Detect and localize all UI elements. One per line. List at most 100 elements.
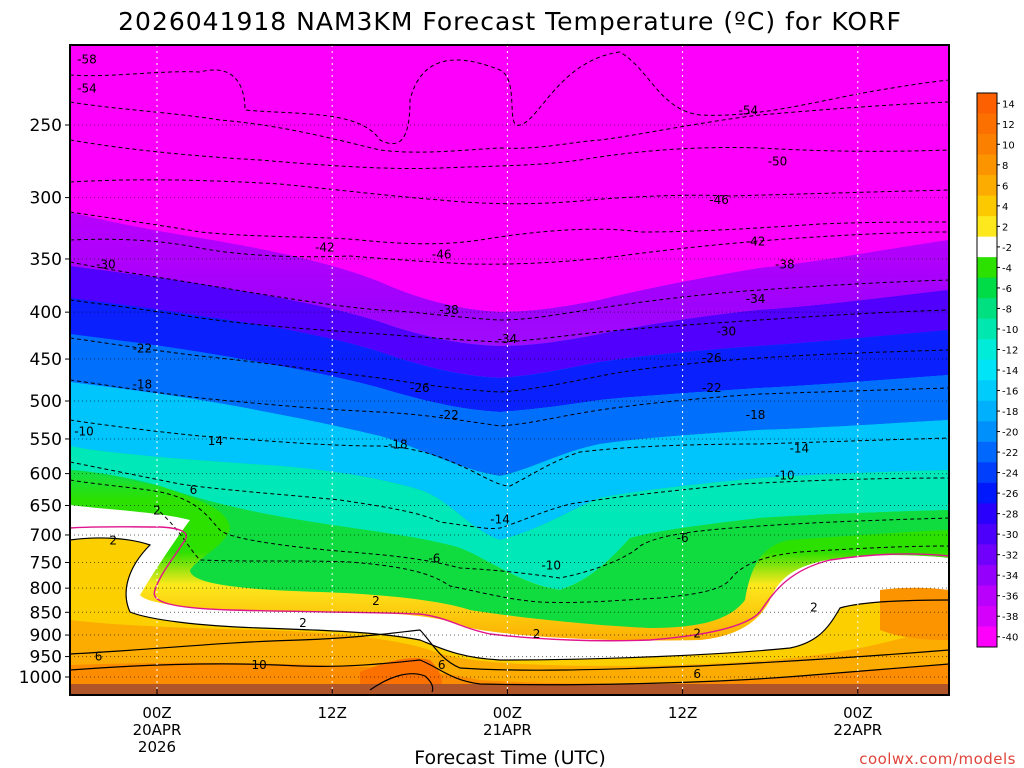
isotherm-line <box>70 337 949 393</box>
isotherm-label: -42 <box>746 235 766 249</box>
isotherm-label: -18 <box>133 378 153 392</box>
y-tick-label: 600 <box>30 465 62 485</box>
isotherm-label: 14 <box>208 434 223 448</box>
y-tick-label: 300 <box>30 189 62 209</box>
x-tick-label: 00Z <box>493 704 522 722</box>
isotherm-label: -14 <box>790 441 810 455</box>
isotherm-label: 6 <box>95 650 103 664</box>
isotherm-line <box>70 419 949 487</box>
colorbar-label: -14 <box>1002 366 1018 377</box>
colorbar-label: -30 <box>1002 530 1018 541</box>
isotherm-label: -46 <box>432 247 452 261</box>
plot-area <box>70 45 949 695</box>
colorbar-swatch <box>977 462 997 484</box>
isotherm-label: -38 <box>439 303 459 317</box>
vertical-grid <box>156 45 859 695</box>
isotherm-label: 2 <box>109 534 117 548</box>
isotherm-label: -42 <box>315 240 335 254</box>
isotherm-label: -50 <box>768 155 788 169</box>
colorbar-label: 2 <box>1002 222 1008 233</box>
isotherm-label: -26 <box>410 381 430 395</box>
x-tick-label: 21APR <box>483 721 532 739</box>
band-mid-blue <box>70 334 949 476</box>
isotherm-label: 6 <box>693 667 701 681</box>
colorbar-swatch <box>977 585 997 607</box>
colorbar-swatch <box>977 605 997 627</box>
band-deep-orange <box>360 658 442 690</box>
colorbar-swatch <box>977 544 997 566</box>
colorbar-label: -34 <box>1002 571 1018 582</box>
isotherm-line <box>70 379 949 427</box>
colorbar-label: 14 <box>1002 99 1015 110</box>
isotherm-label: 2 <box>153 503 161 517</box>
isotherm-label: -34 <box>498 332 518 346</box>
isotherm-label: -26 <box>702 351 722 365</box>
colorbar-swatch <box>977 257 997 279</box>
band-violet <box>70 266 949 378</box>
x-tick-label: 2026 <box>138 738 176 756</box>
band-sky <box>70 382 949 540</box>
isotherm-label: -14 <box>490 512 510 526</box>
colorbar-swatch <box>977 195 997 217</box>
isotherm-line <box>369 673 434 693</box>
y-tick-label: 950 <box>30 648 62 668</box>
chart-title: 2026041918 NAM3KM Forecast Temperature (… <box>118 7 902 36</box>
isotherm-label: 2 <box>372 594 380 608</box>
colorbar-swatch <box>977 93 997 115</box>
horizontal-grid <box>70 124 949 678</box>
isotherm-line <box>70 659 949 686</box>
colorbar-swatch <box>977 134 997 156</box>
freezing-isotherm <box>70 526 949 642</box>
y-tick-label: 800 <box>30 579 62 599</box>
y-tick-label: 500 <box>30 392 62 412</box>
y-tick-label: 700 <box>30 526 62 546</box>
band-blue <box>70 298 949 412</box>
colorbar-swatch <box>977 523 997 545</box>
colorbar-swatch <box>977 503 997 525</box>
colorbar-swatch <box>977 175 997 197</box>
colorbar: 14 12 10 8 6 4 2 -2 -4 -6 -8 -10 -12 -14 -16 -18 -20 -22 -… <box>976 92 1018 648</box>
x-tick-label: 12Z <box>668 704 697 722</box>
colorbar-swatch <box>977 564 997 586</box>
y-tick-label: 550 <box>30 430 62 450</box>
isotherm-label: -30 <box>717 325 737 339</box>
colorbar-label: -26 <box>1002 489 1018 500</box>
y-tick-label: 850 <box>30 603 62 623</box>
isotherm-line <box>70 461 949 529</box>
colorbar-swatch <box>977 339 997 361</box>
colorbar-label: 6 <box>1002 181 1008 192</box>
colorbar-swatch <box>977 298 997 320</box>
x-tick-label: 22APR <box>833 721 882 739</box>
y-tick-label: 750 <box>30 553 62 573</box>
isotherm-label: -30 <box>96 258 116 272</box>
band-freezing-white <box>70 505 949 660</box>
band-upper-magenta <box>70 45 949 312</box>
isotherm-label: -10 <box>541 559 561 573</box>
colorbar-label: -16 <box>1002 387 1018 398</box>
x-tick-label: 00Z <box>142 704 171 722</box>
isotherm-label: 10 <box>252 658 267 672</box>
band-purple <box>70 212 949 346</box>
colorbar-label: 10 <box>1002 140 1015 151</box>
colorbar-swatch <box>977 236 997 258</box>
isotherm-labels: -58 -54 -54 -50 -46 -42 -46 -42 -38 -30 -34 -38 -30 -… <box>74 52 818 681</box>
isotherm-line <box>70 479 949 579</box>
band-aqua <box>70 446 949 590</box>
isotherm-label: -54 <box>738 103 758 117</box>
terrain-strip <box>70 684 949 695</box>
colorbar-label: -38 <box>1002 612 1018 623</box>
colorbar-label: -24 <box>1002 469 1018 480</box>
colorbar-label: -18 <box>1002 407 1018 418</box>
colorbar-swatch <box>977 113 997 135</box>
x-tick-label: 00Z <box>843 704 872 722</box>
isotherm-label: 2 <box>533 627 541 641</box>
colorbar-label: -40 <box>1002 633 1018 644</box>
y-tick-label: 1000 <box>19 668 62 688</box>
isotherm-label: -46 <box>709 193 729 207</box>
colorbar-swatch <box>977 380 997 402</box>
isotherm-line <box>70 139 949 170</box>
colorbar-label: -22 <box>1002 448 1018 459</box>
isotherm-label: 6 <box>190 483 198 497</box>
isotherm-line <box>70 51 949 145</box>
